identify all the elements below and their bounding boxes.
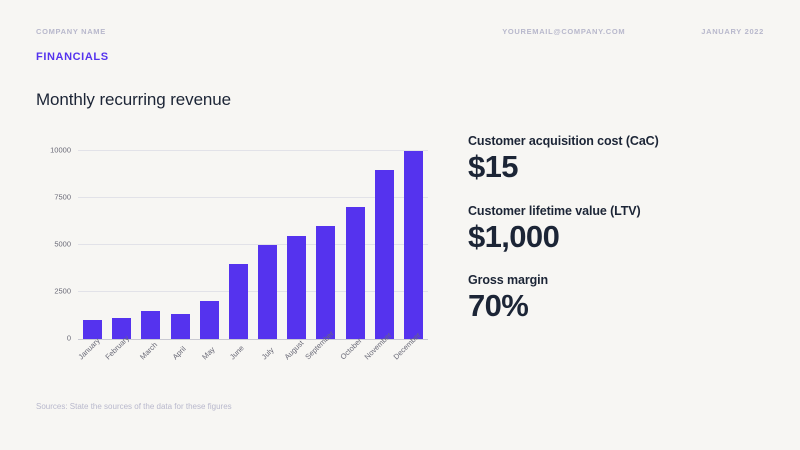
chart-bar-slot xyxy=(341,151,370,339)
sources-note: Sources: State the sources of the data f… xyxy=(36,402,232,411)
chart-y-tick-label: 7500 xyxy=(54,192,71,202)
chart-x-label-slot: June xyxy=(224,343,253,395)
stats-panel: Customer acquisition cost (CaC) $15 Custom… xyxy=(468,134,768,325)
stat-value: $15 xyxy=(468,149,519,184)
stat-value: $1,000 xyxy=(468,218,560,254)
chart-bar-slot xyxy=(282,151,311,339)
stat-item: Gross margin 70% xyxy=(468,273,768,325)
chart-gridline: 2500 xyxy=(54,287,428,296)
section-eyebrow: FINANCIALS xyxy=(36,51,109,63)
chart-gridline: 5000 xyxy=(54,240,428,249)
company-name: COMPANY NAME xyxy=(36,26,106,36)
chart-bar[interactable] xyxy=(403,151,423,339)
chart-bar[interactable] xyxy=(345,207,365,339)
chart-bar-slot xyxy=(370,151,399,339)
stat-item: Customer acquisition cost (CaC) $15 xyxy=(468,134,768,186)
chart-x-tick-label: July xyxy=(259,345,276,362)
chart-bar-slot xyxy=(136,151,165,339)
chart-y-tick-label: 0 xyxy=(66,333,71,343)
chart-bar-slot xyxy=(166,151,195,339)
contact-email: YOUREMAIL@COMPANY.COM xyxy=(502,26,626,36)
chart-y-tick-label: 10000 xyxy=(50,145,71,155)
chart-bar[interactable] xyxy=(228,263,248,339)
chart-gridline: 10000 xyxy=(50,146,428,155)
chart-bar[interactable] xyxy=(83,320,103,339)
stat-value: 70% xyxy=(468,288,529,324)
chart-bar-slot xyxy=(195,151,224,339)
chart-x-label-slot: July xyxy=(253,346,282,395)
chart-y-tick-label: 5000 xyxy=(54,239,71,249)
chart-bar-slot xyxy=(107,151,136,339)
chart-x-label-slot: April xyxy=(166,344,195,395)
chart-x-label-slot: February xyxy=(103,334,136,395)
chart-bar[interactable] xyxy=(199,301,219,339)
chart-bar-slot xyxy=(78,151,107,339)
chart-bar-slot xyxy=(253,151,282,339)
chart-gridline: 7500 xyxy=(54,193,428,202)
chart-bar[interactable] xyxy=(374,169,394,339)
chart-bars xyxy=(78,151,428,339)
chart-x-label-slot: September xyxy=(303,329,340,395)
chart-bar[interactable] xyxy=(170,313,190,339)
chart-x-label-slot: March xyxy=(136,340,165,395)
stat-item: Customer lifetime value (LTV) $1,000 xyxy=(468,204,768,256)
chart-gridline: 0 xyxy=(67,334,428,343)
stat-label: Customer acquisition cost (CaC) xyxy=(468,134,659,148)
chart-y-tick-label: 2500 xyxy=(54,286,71,296)
chart-x-label-slot: May xyxy=(195,345,224,395)
chart-bar[interactable] xyxy=(258,245,278,339)
chart-bar[interactable] xyxy=(316,226,336,339)
chart-bar-slot xyxy=(311,151,340,339)
revenue-bar-chart: 0 2500 5000 7500 10000 January February March A… xyxy=(36,140,428,361)
chart-plot-area: 0 2500 5000 7500 10000 xyxy=(50,146,428,343)
chart-x-label-slot: December xyxy=(392,331,428,395)
chart-bar-slot xyxy=(399,151,428,339)
chart-bar[interactable] xyxy=(112,318,132,339)
chart-x-tick-label: March xyxy=(137,340,160,362)
chart-x-tick-label: May xyxy=(200,344,217,362)
chart-x-label-slot: January xyxy=(76,336,107,395)
chart-x-tick-label: April xyxy=(170,344,188,362)
chart-bar-slot xyxy=(224,151,253,339)
chart-x-tick-label: June xyxy=(228,343,247,362)
chart-bar[interactable] xyxy=(287,235,307,339)
stat-label: Customer lifetime value (LTV) xyxy=(468,203,641,218)
chart-bar[interactable] xyxy=(141,310,161,339)
slide-date: JANUARY 2022 xyxy=(701,26,764,36)
page-title: Monthly recurring revenue xyxy=(36,90,231,109)
chart-x-axis-labels: January February March April May June July Augu… xyxy=(76,329,428,395)
chart-x-tick-label: August xyxy=(282,338,306,362)
stat-label: Gross margin xyxy=(468,273,549,288)
slide-header: COMPANY NAME YOUREMAIL@COMPANY.COM JANUA… xyxy=(36,24,764,38)
